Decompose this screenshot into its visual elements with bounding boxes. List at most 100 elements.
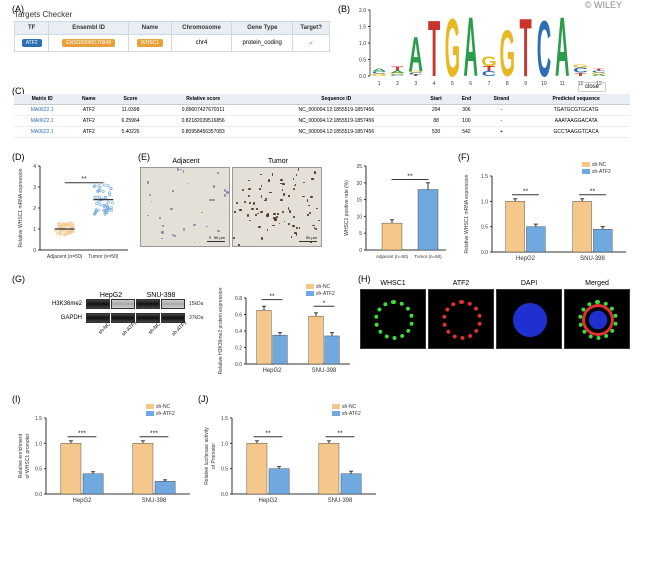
svg-text:1.0: 1.0 [359,41,366,47]
svg-text:8: 8 [506,81,509,86]
panel-c-table: close Matrix IDNameScoreRelative scoreSe… [14,94,630,150]
if-image [564,289,630,349]
svg-text:2.0: 2.0 [359,8,366,14]
bar-chart-e: 0510152025Adjacent (n=50)Tumor (n=50)**W… [340,158,450,268]
table-c: Matrix IDNameScoreRelative scoreSequence… [14,94,630,138]
bar-chart-j: 0.00.51.01.5HepG2**SNU-398**sh-NCsh-ATF2… [200,400,380,510]
svg-text:A: A [372,68,387,73]
panel-j-bar: 0.00.51.01.5HepG2**SNU-398**sh-NCsh-ATF2… [200,400,380,510]
svg-text:Tumor (n=50): Tumor (n=50) [88,254,119,260]
svg-text:Adjacent (n=50): Adjacent (n=50) [47,254,83,260]
svg-text:SNU-398: SNU-398 [328,498,353,504]
svg-text:7: 7 [488,81,491,86]
svg-text:T: T [428,8,440,86]
mw-1: 15kDa [189,301,203,307]
svg-text:G: G [481,53,497,69]
scatter-chart: 01234Adjacent (n=50)Tumor (n=50)**Relati… [14,158,132,268]
svg-text:10: 10 [356,214,362,220]
svg-text:2: 2 [33,206,36,212]
svg-text:Relative WHSC1 mRNA expression: Relative WHSC1 mRNA expression [18,168,24,247]
if-image [496,289,562,349]
svg-text:1.5: 1.5 [35,416,42,422]
if-image [360,289,426,349]
svg-text:0: 0 [359,248,362,254]
svg-text:WHSC1 positive rate (%): WHSC1 positive rate (%) [344,180,350,236]
svg-text:**: ** [590,189,596,196]
th: Target? [293,22,330,35]
blot-cell-1: HepG2 [86,292,136,299]
svg-text:5: 5 [451,81,454,86]
svg-text:0.0: 0.0 [481,250,488,256]
svg-text:sh-NC: sh-NC [342,404,357,410]
blot-row-1-label: H3K36me2 [44,301,86,307]
svg-text:0.2: 0.2 [235,346,242,352]
if-label: WHSC1 [360,280,426,287]
micro-label-tumor: Tumor [232,158,324,165]
svg-text:T: T [391,66,403,72]
svg-text:T: T [520,8,532,86]
svg-text:1: 1 [378,81,381,86]
svg-text:sh-ATF2: sh-ATF2 [316,291,335,297]
panel-g: HepG2 SNU-398 H3K36me2 15kDa GAPDH 37kDa… [14,280,354,390]
svg-text:0.5: 0.5 [221,467,228,473]
if-label: ATF2 [428,280,494,287]
svg-text:4: 4 [433,81,436,86]
if-image [428,289,494,349]
svg-text:0: 0 [33,248,36,254]
svg-text:10: 10 [541,81,547,86]
blot-row-2-label: GAPDH [44,315,86,321]
th: TF [15,22,49,35]
bar-chart-g: 0.00.20.40.60.8HepG2**SNU-398*sh-NCsh-AT… [214,280,354,380]
svg-text:SNU-398: SNU-398 [312,368,337,374]
svg-text:***: *** [78,431,86,438]
svg-text:Relative luciferase activity: Relative luciferase activity [204,427,210,485]
svg-text:**: ** [269,294,275,301]
svg-text:**: ** [265,431,271,438]
svg-text:3: 3 [33,185,36,191]
svg-text:HepG2: HepG2 [262,368,282,374]
sequence-logo: 0.00.51.01.52.0GCA1CGAT2TCGA3T4G5A6CTG7G… [352,8,612,86]
svg-text:C: C [537,8,551,86]
mw-2: 37kDa [189,315,203,321]
svg-text:A: A [409,26,423,81]
bar-chart-i: 0.00.51.01.5HepG2***SNU-398***sh-NCsh-AT… [14,400,194,510]
th: Gene Type [232,22,293,35]
if-label: Merged [564,280,630,287]
svg-text:T: T [593,68,606,71]
targets-title: Targets Checker [14,10,330,19]
bar-chart-f: 0.00.51.01.5HepG2**SNU-398**sh-NCsh-ATF2… [460,158,630,268]
svg-text:0.0: 0.0 [35,492,42,498]
svg-text:A: A [555,8,569,86]
svg-text:0.5: 0.5 [481,225,488,231]
svg-text:A: A [463,8,477,86]
micrograph-adjacent: 50 μm [140,167,230,247]
svg-text:11: 11 [560,81,565,86]
micro-label-adj: Adjacent [140,158,232,165]
close-button[interactable]: close [578,82,606,92]
svg-text:**: ** [337,431,343,438]
svg-text:G: G [500,18,516,86]
svg-text:sh-NC: sh-NC [156,404,171,410]
svg-text:G: G [445,8,461,86]
svg-text:0.5: 0.5 [35,467,42,473]
panel-d-scatter: 01234Adjacent (n=50)Tumor (n=50)**Relati… [14,158,132,268]
svg-text:Relative H3K36me2 protein expr: Relative H3K36me2 protein expression [218,287,224,374]
svg-text:0.4: 0.4 [235,329,242,335]
svg-text:0.0: 0.0 [359,74,366,80]
svg-text:0.0: 0.0 [221,492,228,498]
svg-text:0.5: 0.5 [359,58,366,64]
svg-text:9: 9 [524,81,527,86]
svg-text:1.5: 1.5 [481,174,488,180]
svg-text:4: 4 [33,164,36,170]
svg-text:3: 3 [414,81,417,86]
svg-text:sh-NC: sh-NC [592,162,607,168]
svg-text:1.5: 1.5 [359,25,366,31]
svg-text:of Promoter: of Promoter [211,443,217,469]
svg-text:6: 6 [469,81,472,86]
svg-text:sh-NC: sh-NC [316,284,331,290]
svg-text:0.8: 0.8 [235,296,242,302]
svg-text:1.0: 1.0 [481,199,488,205]
svg-text:**: ** [81,176,87,183]
svg-text:sh-ATF2: sh-ATF2 [156,411,175,417]
svg-text:*: * [323,300,326,307]
